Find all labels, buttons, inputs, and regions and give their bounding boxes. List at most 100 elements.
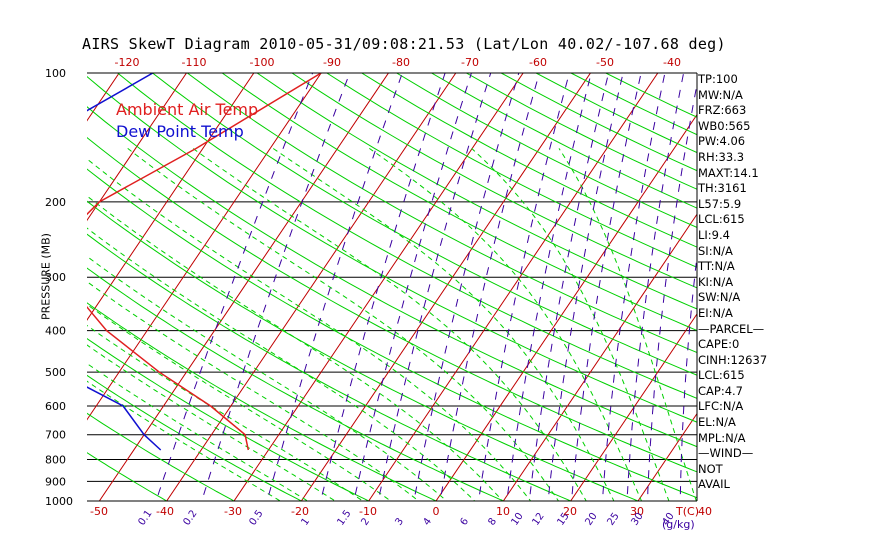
stat-item: LFC:N/A (698, 399, 744, 414)
isotherm--10 (368, 73, 659, 501)
top-temp-tick--90: -90 (323, 56, 341, 69)
dry-adiabat-90 (151, 73, 697, 376)
stat-item: NOT (698, 461, 723, 476)
moist-adiabat-20 (127, 148, 560, 501)
chart-title: AIRS SkewT Diagram 2010-05-31/09:08:21.5… (82, 35, 726, 53)
top-temp-tick--100: -100 (250, 56, 275, 69)
moist-adiabat-24 (192, 147, 587, 501)
isotherm--60 (87, 73, 322, 421)
top-temp-tick--120: -120 (115, 56, 140, 69)
isotherm--80 (87, 73, 188, 222)
stat-item: FRZ:663 (698, 103, 747, 118)
pressure-tick-label-400: 400 (45, 325, 66, 338)
mixing-ratio-line-2 (377, 73, 492, 501)
stat-item: MW:N/A (698, 87, 743, 102)
stat-item: CINH:12637 (698, 352, 768, 367)
dry-adiabat--40 (87, 452, 168, 501)
bottom-temp-tick-10: 10 (496, 505, 510, 518)
dry-adiabat--20 (87, 374, 303, 501)
dry-adiabat-20 (87, 233, 572, 501)
stat-item: SI:N/A (698, 243, 733, 258)
top-temp-tick--50: -50 (596, 56, 614, 69)
mixing-ratio-line-15 (570, 73, 642, 501)
isotherm-20 (570, 313, 697, 501)
moist-adiabat--4 (87, 303, 392, 501)
stat-item: TP:100 (698, 72, 738, 86)
bottom-temp-tick--50: -50 (90, 505, 108, 518)
dry-adiabat-150 (360, 73, 697, 248)
mixing-ratio-line-4 (439, 73, 540, 501)
isotherm--70 (87, 73, 255, 321)
pressure-tick-label-100: 100 (45, 67, 66, 80)
moist-adiabat-40 (558, 148, 697, 501)
bottom-temp-tick--40: -40 (156, 505, 174, 518)
dry-adiabat--30 (87, 412, 236, 501)
mixing-ratio-line-0.5 (266, 73, 403, 501)
stats-panel: TP:100 MW:N/A FRZ:663 WB0:565 PW:4.06 RH:33.3… (698, 72, 848, 493)
stat-item: MAXT:14.1 (698, 165, 759, 180)
isotherms (87, 73, 697, 501)
stat-item: LI:9.4 (698, 227, 730, 242)
dry-adiabat--10 (87, 338, 370, 501)
dry-adiabat-80 (116, 73, 697, 399)
stat-item: WB0:565 (698, 118, 751, 133)
mixing-ratio-tick-25: 25 (605, 511, 621, 528)
series-line-dew-point-temp (87, 73, 162, 451)
mixing-ratio-tick-2: 2 (359, 516, 372, 528)
stat-item: KI:N/A (698, 274, 734, 289)
mixing-ratio-line-0.1 (155, 73, 314, 501)
stat-item: LCL:615 (698, 212, 745, 227)
stat-item: PW:4.06 (698, 134, 746, 149)
stat-item: SW:N/A (698, 290, 741, 305)
mixing-ratio-line-20 (601, 73, 666, 501)
isotherm-30 (637, 412, 697, 501)
mixing-ratio-unit-label: (g/kg) (662, 518, 695, 531)
mixing-ratio-tick-0.5: 0.5 (247, 508, 265, 527)
mixing-ratio-line-25 (626, 73, 685, 501)
bottom-temp-tick--30: -30 (224, 505, 242, 518)
stat-item: RH:33.3 (698, 149, 745, 164)
bottom-temp-tick-30: 30 (630, 505, 644, 518)
legend-dew-point-temp: Dew Point Temp (116, 122, 244, 141)
pressure-tick-label-900: 900 (45, 475, 66, 488)
mixing-ratio-tick-20: 20 (583, 511, 599, 528)
legend-ambient-air-temp: Ambient Air Temp (116, 100, 259, 119)
dry-adiabat-140 (325, 73, 697, 268)
stat-item: TH:3161 (698, 181, 747, 196)
dry-adiabat-30 (87, 200, 640, 501)
mixing-ratio-tick-4: 4 (421, 516, 434, 528)
mixing-ratio-tick-8: 8 (486, 516, 499, 528)
pressure-tick-label-500: 500 (45, 366, 66, 379)
moist-adiabat-32 (369, 147, 643, 501)
isotherm--50 (98, 73, 390, 501)
pressure-tick-label-600: 600 (45, 400, 66, 413)
moist-adiabats (87, 147, 697, 501)
mixing-ratio-tick-12: 12 (530, 511, 546, 528)
mixing-ratio-line-1 (320, 73, 446, 501)
mixing-ratio-tick-6: 6 (458, 516, 471, 528)
isotherm--30 (233, 73, 524, 501)
stat-item: —WIND— (698, 446, 754, 461)
stat-item: LCL:615 (698, 368, 745, 383)
stat-item: CAPE:0 (698, 337, 740, 352)
mixing-ratio-tick-1: 1 (299, 516, 312, 528)
plot-area (87, 73, 697, 501)
mixing-ratio-line-3 (413, 73, 520, 501)
dry-adiabat-40 (87, 168, 697, 499)
top-temp-tick--80: -80 (392, 56, 410, 69)
stat-item: CAP:4.7 (698, 383, 743, 398)
dry-adiabat-0 (87, 302, 438, 501)
mixing-ratio-line-0.2 (201, 73, 351, 501)
mixing-ratio-tick-10: 10 (509, 511, 525, 528)
bottom-temp-tick-0: 0 (433, 505, 440, 518)
mixing-ratio-tick-0.1: 0.1 (136, 508, 154, 527)
stat-item: MPL:N/A (698, 430, 746, 445)
top-temp-tick--60: -60 (529, 56, 547, 69)
pressure-tick-label-700: 700 (45, 429, 66, 442)
moist-adiabat-4 (87, 255, 448, 501)
dry-adiabat-120 (256, 73, 697, 310)
dry-adiabat-50 (87, 136, 697, 473)
top-temp-tick--40: -40 (663, 56, 681, 69)
stat-item: TT:N/A (698, 259, 735, 274)
